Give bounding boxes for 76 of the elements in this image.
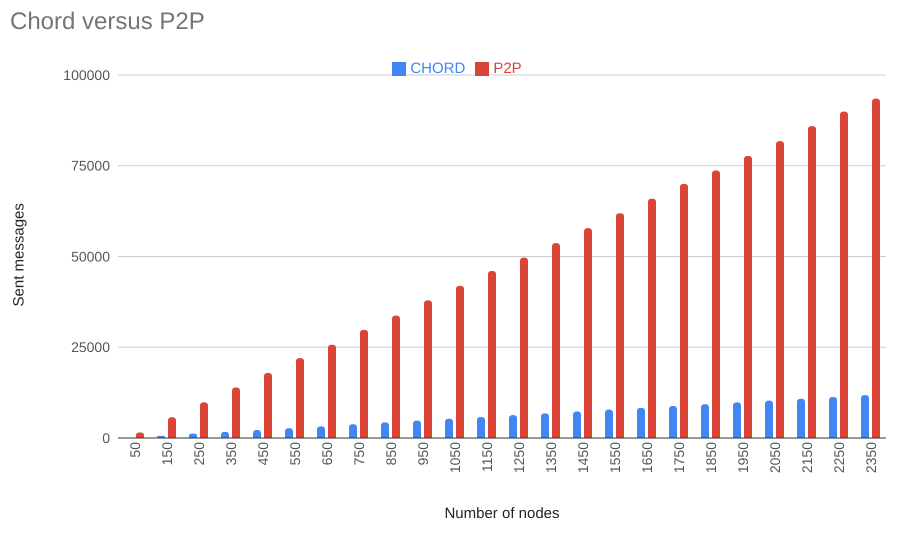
y-tick-label: 100000 <box>63 66 110 83</box>
legend-label: CHORD <box>410 60 466 77</box>
bar <box>509 415 517 438</box>
x-tick-label: 750 <box>350 442 367 466</box>
bar <box>605 410 613 438</box>
bar <box>349 424 357 438</box>
bar <box>861 395 869 438</box>
bar <box>584 228 592 438</box>
x-tick-label: 1950 <box>734 442 751 474</box>
x-tick-label: 1750 <box>670 442 687 474</box>
bar <box>360 330 368 438</box>
x-tick-label: 150 <box>158 442 175 466</box>
chart-title: Chord versus P2P <box>10 8 205 36</box>
x-tick-label: 250 <box>190 442 207 466</box>
x-tick-label: 950 <box>414 442 431 466</box>
x-tick-label: 2350 <box>862 442 879 474</box>
y-tick-label: 25000 <box>71 339 110 356</box>
bar <box>413 420 421 438</box>
x-tick-label: 450 <box>254 442 271 466</box>
bar <box>488 271 496 438</box>
x-tick-label: 2150 <box>798 442 815 474</box>
bar <box>680 184 688 438</box>
bar <box>424 300 432 438</box>
bar <box>712 170 720 438</box>
bar <box>285 428 293 438</box>
bar <box>381 422 389 438</box>
x-tick-label: 650 <box>318 442 335 466</box>
bar <box>616 213 624 438</box>
x-tick-label: 1450 <box>574 442 591 474</box>
bar <box>168 417 176 438</box>
x-tick-label: 2050 <box>766 442 783 474</box>
bar <box>296 358 304 438</box>
bar <box>669 406 677 438</box>
bar <box>552 243 560 438</box>
bar <box>872 98 880 438</box>
y-tick-label: 0 <box>102 430 110 446</box>
y-tick-label: 50000 <box>71 248 110 264</box>
bar <box>477 416 485 438</box>
legend-label: P2P <box>493 60 522 77</box>
x-tick-label: 1150 <box>478 442 495 472</box>
x-tick-label: 1850 <box>702 442 719 474</box>
bar <box>840 112 848 438</box>
y-tick-label: 75000 <box>71 158 110 174</box>
bar <box>797 398 805 438</box>
bar <box>317 426 325 438</box>
bar <box>765 400 773 438</box>
bar <box>808 126 816 438</box>
bar <box>637 408 645 438</box>
x-tick-label: 1350 <box>542 442 559 474</box>
bar <box>541 413 549 438</box>
bar <box>648 198 656 438</box>
bar <box>776 141 784 438</box>
x-tick-label: 850 <box>382 442 399 466</box>
x-tick-label: 1050 <box>446 442 463 474</box>
x-tick-label: 1550 <box>606 442 623 474</box>
bar <box>733 402 741 438</box>
x-tick-label: 50 <box>126 442 143 458</box>
bar <box>200 402 208 438</box>
bar <box>445 418 453 438</box>
x-tick-label: 350 <box>222 442 239 466</box>
bar <box>264 373 272 438</box>
bar <box>392 316 400 438</box>
bar <box>701 404 709 438</box>
bar <box>520 258 528 438</box>
x-axis-title: Number of nodes <box>444 505 560 522</box>
bar <box>328 344 336 438</box>
x-tick-label: 1650 <box>638 442 655 474</box>
bar <box>744 156 752 438</box>
x-tick-label: 550 <box>286 442 303 466</box>
y-axis-title: Sent messages <box>10 203 28 306</box>
bar <box>232 388 240 438</box>
bar <box>456 286 464 438</box>
x-tick-label: 1250 <box>510 442 527 474</box>
x-tick-label: 2250 <box>830 442 847 474</box>
bar <box>829 396 837 438</box>
bar <box>573 412 581 438</box>
